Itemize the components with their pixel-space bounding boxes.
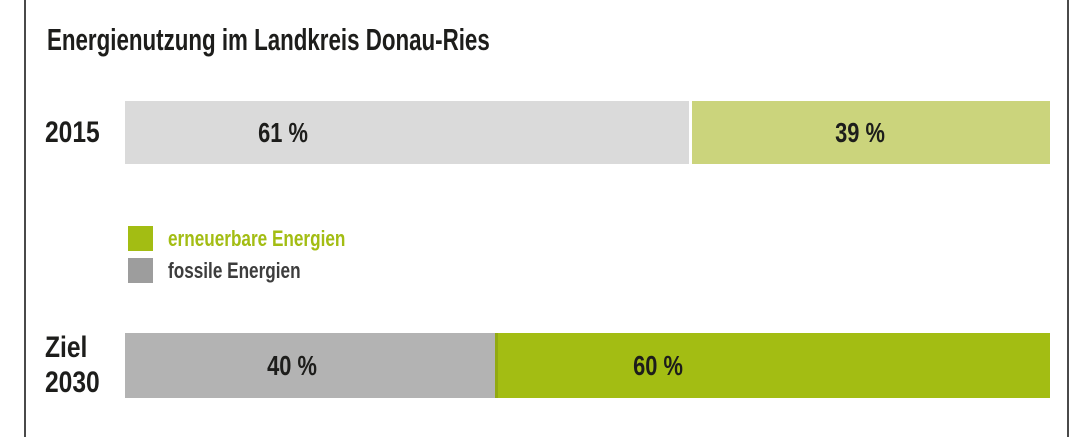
left-frame-line: [24, 0, 26, 437]
bar-segment-fossil-2030: 40 %: [125, 333, 495, 398]
bar-value-label-renewable-2030: 60 %: [633, 349, 683, 381]
legend-item-fossil: fossile Energien: [128, 258, 395, 283]
bar-row-ziel-2030: 40 % 60 %: [125, 333, 1050, 398]
legend: erneuerbare Energien fossile Energien: [128, 226, 395, 290]
bar-segment-fossil-2015: 61 %: [125, 101, 690, 164]
row-label-line: 2030: [45, 365, 100, 399]
chart-title: Energienutzung im Landkreis Donau-Ries: [47, 20, 662, 60]
legend-label-renewable: erneuerbare Energien: [168, 226, 346, 251]
bar-segment-renewable-2015: 39 %: [689, 101, 1050, 164]
bar-value-label-fossil-2015: 61 %: [258, 116, 308, 148]
bar-row-2015: 61 % 39 %: [125, 101, 1050, 164]
legend-item-renewable: erneuerbare Energien: [128, 226, 395, 251]
row-label-line: Ziel: [45, 330, 88, 364]
row-label-ziel-2030: Ziel 2030: [45, 330, 112, 399]
row-label-line: 2015: [45, 116, 100, 149]
fossil-swatch-icon: [128, 258, 153, 283]
bar-value-label-fossil-2030: 40 %: [266, 349, 317, 381]
right-frame-line: [1067, 0, 1069, 437]
chart-title-text: Energienutzung im Landkreis Donau-Ries: [47, 22, 490, 57]
bar-segment-renewable-2030: 60 %: [495, 333, 1050, 398]
bar-value-label-renewable-2015: 39 %: [835, 116, 886, 148]
row-label-2015: 2015: [45, 101, 112, 164]
legend-label-fossil: fossile Energien: [168, 258, 301, 283]
renewable-swatch-icon: [128, 226, 153, 251]
